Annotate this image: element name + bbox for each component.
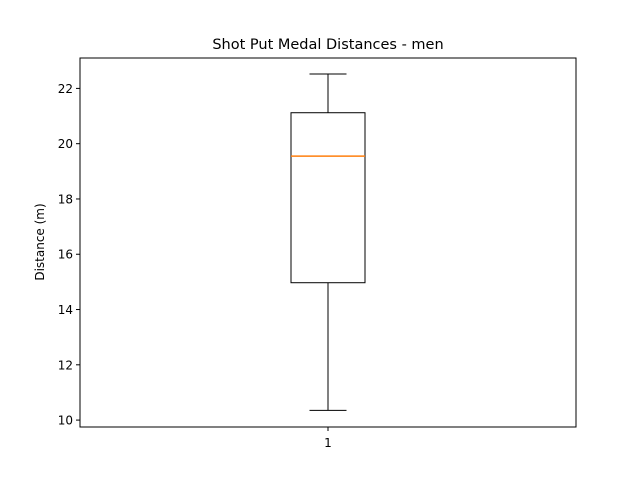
y-tick-label: 14 [58,303,73,317]
y-tick-label: 16 [58,248,73,262]
y-tick-label: 18 [58,192,73,206]
plot-area: 10 12 14 16 18 20 22 1 [58,57,577,450]
chart-title: Shot Put Medal Distances - men [212,37,443,53]
y-tick-label: 10 [58,414,73,428]
y-tick-label: 20 [58,137,73,151]
y-tick-label: 12 [58,358,73,372]
iqr-box [290,112,366,284]
y-tick-label: 22 [58,82,73,96]
x-tick-label: 1 [324,436,332,450]
y-axis-label: Distance (m) [33,203,47,280]
